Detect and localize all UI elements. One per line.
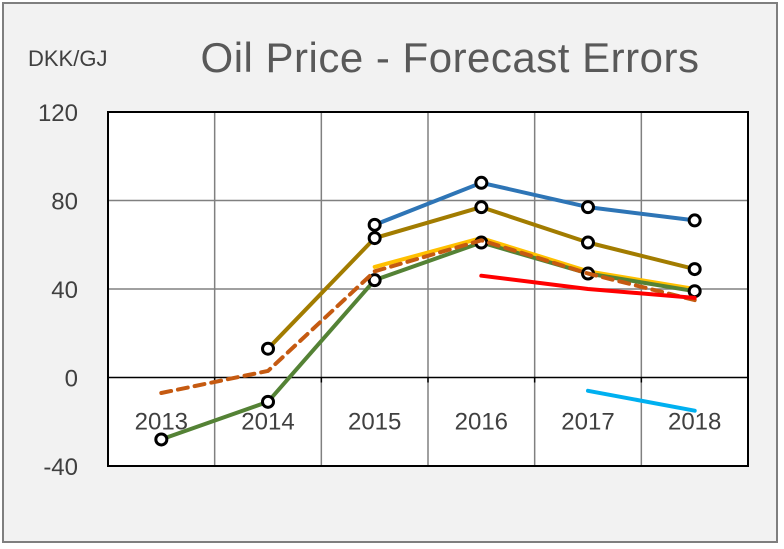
- series-marker-2: [474, 200, 489, 215]
- y-axis-unit-label: DKK/GJ: [28, 46, 108, 71]
- series-marker-2: [581, 235, 595, 250]
- y-tick-label: 0: [65, 366, 78, 393]
- y-tick-label: 120: [38, 100, 78, 127]
- series-marker-2: [367, 231, 382, 246]
- x-tick-label: 2017: [561, 409, 614, 436]
- series-marker-2: [687, 262, 702, 277]
- series-marker-4: [154, 432, 169, 447]
- series-line-5: [159, 238, 697, 395]
- label-layer: 120 80 40 0 -40 2013 2014 2015 2016 2017 2018: [38, 100, 721, 481]
- series-marker-4: [687, 284, 702, 299]
- y-tick-label: 80: [51, 189, 78, 216]
- series-layer: [154, 175, 702, 447]
- series-line-6: [479, 273, 697, 300]
- x-tick-label: 2018: [668, 409, 721, 436]
- series-line-3: [372, 236, 697, 291]
- y-tick-label: 40: [51, 277, 78, 304]
- series-marker-1: [581, 200, 595, 215]
- x-tick-label: 2014: [241, 409, 294, 436]
- series-marker-1: [687, 213, 702, 228]
- series-marker-1: [474, 175, 489, 190]
- x-tick-label: 2013: [135, 409, 188, 436]
- series-marker-1: [367, 217, 382, 232]
- chart-title: Oil Price - Forecast Errors: [200, 34, 700, 81]
- series-marker-4: [367, 273, 382, 288]
- y-tick-label: -40: [43, 454, 78, 481]
- series-line-7: [586, 388, 697, 413]
- plot-border: [107, 111, 749, 467]
- series-line-1: [372, 180, 697, 227]
- x-tick-label: 2015: [348, 409, 401, 436]
- series-marker-2: [261, 341, 275, 356]
- grid-lines: [108, 112, 748, 466]
- x-tick-label: 2016: [455, 409, 508, 436]
- series-marker-4: [261, 394, 275, 409]
